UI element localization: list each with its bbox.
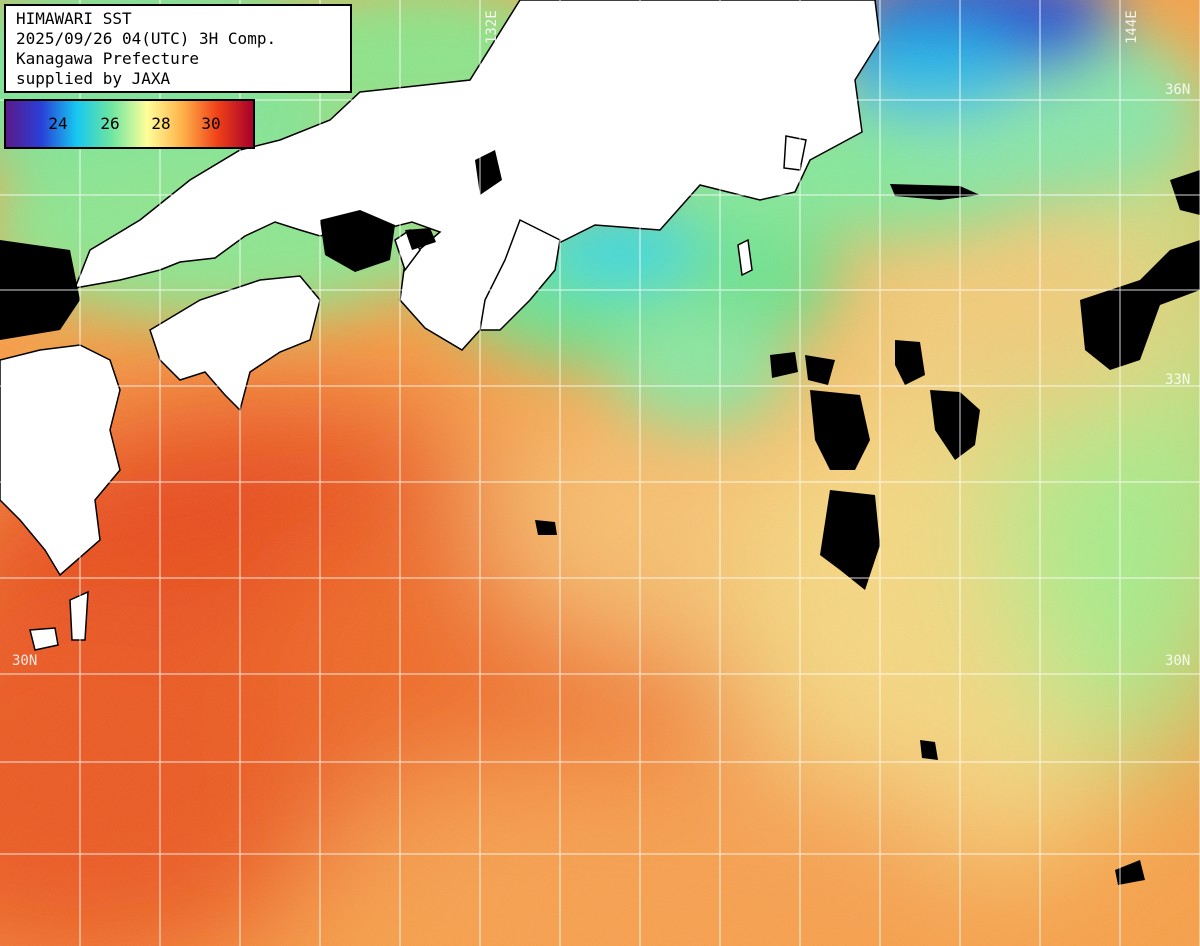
legend-gradient [6,101,253,147]
izu-island-1 [737,238,753,277]
legend-ticks: 24 26 28 30 [6,101,253,147]
shikoku [149,275,321,412]
lon-label-144e: 144E [1124,10,1140,44]
lat-label-30n-right: 30N [1165,653,1191,669]
data-credit: supplied by JAXA [16,69,171,88]
kii-peninsula [479,218,561,331]
tanegashima [69,590,89,641]
legend-tick: 26 [100,114,120,133]
lat-label-33n: 33N [1165,372,1191,388]
cloud-masks [0,150,1200,885]
timestamp: 2025/09/26 04(UTC) 3H Comp. [16,29,277,48]
product-title: HIMAWARI SST [16,9,132,28]
organization: Kanagawa Prefecture [16,49,200,68]
legend-tick: 24 [48,114,68,133]
legend-tick: 28 [151,114,171,133]
title-box: HIMAWARI SST 2025/09/26 04(UTC) 3H Comp.… [4,4,352,93]
lat-label-36n: 36N [1165,82,1191,98]
yakushima [29,627,59,651]
color-legend: 24 26 28 30 [4,99,255,149]
lat-label-30n-left: 30N [12,653,38,669]
lon-label-132e: 132E [484,10,500,44]
legend-tick: 30 [201,114,221,133]
kyushu [0,344,121,577]
